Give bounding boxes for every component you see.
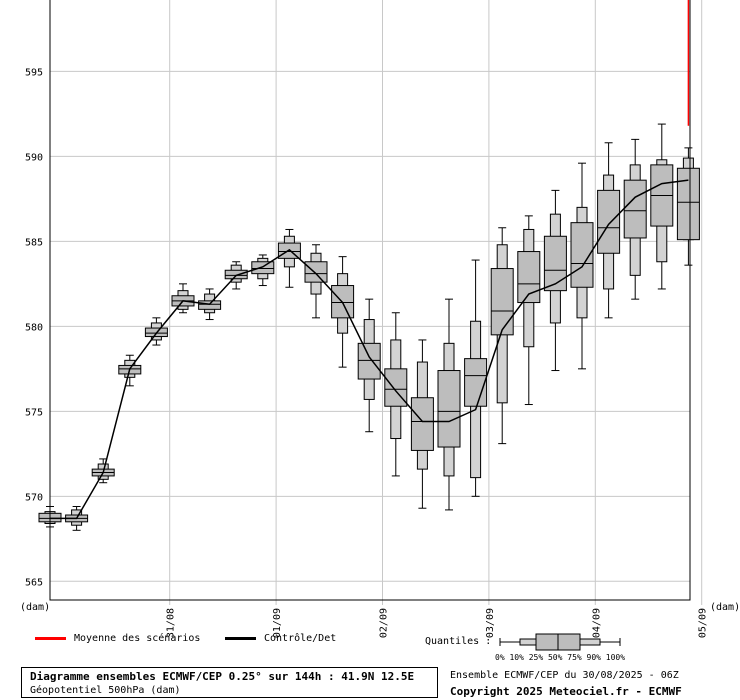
y-unit-label: (dam): [20, 602, 50, 613]
x-tick-label: 31/08: [166, 608, 177, 638]
control-legend-swatch: [225, 637, 256, 640]
ensemble-box: [357, 298, 381, 433]
x-tick-label: 03/09: [485, 608, 496, 638]
y-tick-label: 580: [25, 322, 43, 333]
y-tick-label: 565: [25, 577, 43, 588]
y-tick-label: 570: [25, 492, 43, 503]
ensemble-box: [597, 142, 621, 319]
box-p25-p75: [543, 235, 567, 292]
x-tick-label: 05/09: [698, 608, 709, 638]
box-p25-p75: [304, 261, 328, 283]
y-unit-label-right: (dam): [710, 602, 740, 613]
control-line: [50, 179, 689, 520]
chart-title: Diagramme ensembles ECMWF/CEP 0.25° sur …: [30, 670, 415, 683]
control-line-layer: [50, 0, 690, 520]
y-tick-label: 585: [25, 237, 43, 248]
ensemble-box: [650, 123, 674, 290]
box-p25-p75: [357, 342, 381, 380]
box-p25-p75: [410, 397, 434, 451]
ensemble-box: [410, 339, 434, 509]
ensemble-box: [517, 215, 541, 406]
y-tick-label: 595: [25, 67, 43, 78]
control-legend-label: Contrôle/Det: [264, 633, 337, 644]
ensemble-box: [623, 138, 647, 300]
run-info: Ensemble ECMWF/CEP du 30/08/2025 - 06Z: [450, 670, 679, 681]
box-p25-p75: [464, 358, 488, 407]
ensemble-box: [251, 254, 275, 287]
box-p25-p75: [517, 251, 541, 304]
mean-legend-swatch: [35, 637, 66, 640]
box-p25-p75: [198, 300, 222, 310]
box-p25-p75: [490, 268, 514, 336]
y-axis: 565 570 575 580 585 590 595: [25, 67, 43, 588]
box-p25-p75: [676, 167, 700, 241]
ensemble-box: [543, 189, 567, 372]
box-p25-p75: [437, 370, 461, 448]
ensemble-box: [331, 256, 355, 368]
x-tick-label: 01/09: [272, 608, 283, 638]
y-tick-label: 590: [25, 152, 43, 163]
box-p25-p75: [224, 269, 248, 280]
ensemble-box: [464, 259, 488, 497]
x-tick-label: 04/09: [591, 608, 602, 638]
x-axis: 31/08 01/09 02/09 03/09 04/09 05/09: [166, 608, 709, 638]
ensemble-box: [144, 317, 168, 346]
quantiles-label: Quantiles :: [425, 636, 492, 647]
plot-frame: [49, 0, 691, 601]
box-p25-p75: [251, 261, 275, 275]
ensemble-box: [384, 312, 408, 477]
chart-title-box: Diagramme ensembles ECMWF/CEP 0.25° sur …: [21, 667, 438, 698]
chart-subtitle: Géopotentiel 500hPa (dam): [30, 685, 181, 696]
ensemble-box: [171, 283, 195, 314]
box-p25-p75: [623, 179, 647, 239]
ensemble-box: [676, 147, 700, 266]
y-tick-label: 575: [25, 407, 43, 418]
grid-lines: [50, 0, 703, 605]
x-tick-label: 02/09: [379, 608, 390, 638]
copyright: Copyright 2025 Meteociel.fr - ECMWF: [450, 685, 682, 698]
ensemble-box: [277, 228, 301, 288]
box-series: [38, 123, 700, 531]
quantiles-key-icon: [499, 633, 621, 651]
mean-legend-label: Moyenne des scénarios: [74, 633, 201, 644]
box-p25-p75: [597, 189, 621, 254]
quantiles-scale: 0% 10% 25% 50% 75% 90% 100%: [495, 653, 626, 662]
ensemble-box: [437, 298, 461, 511]
